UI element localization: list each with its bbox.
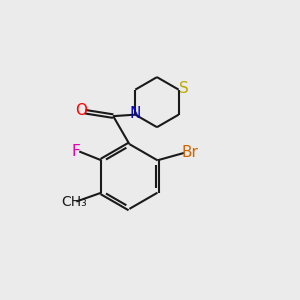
- Text: Br: Br: [182, 146, 199, 160]
- Text: F: F: [71, 144, 80, 159]
- Text: CH₃: CH₃: [61, 195, 87, 209]
- Text: O: O: [75, 103, 87, 118]
- Text: S: S: [179, 81, 189, 96]
- Text: N: N: [130, 106, 141, 121]
